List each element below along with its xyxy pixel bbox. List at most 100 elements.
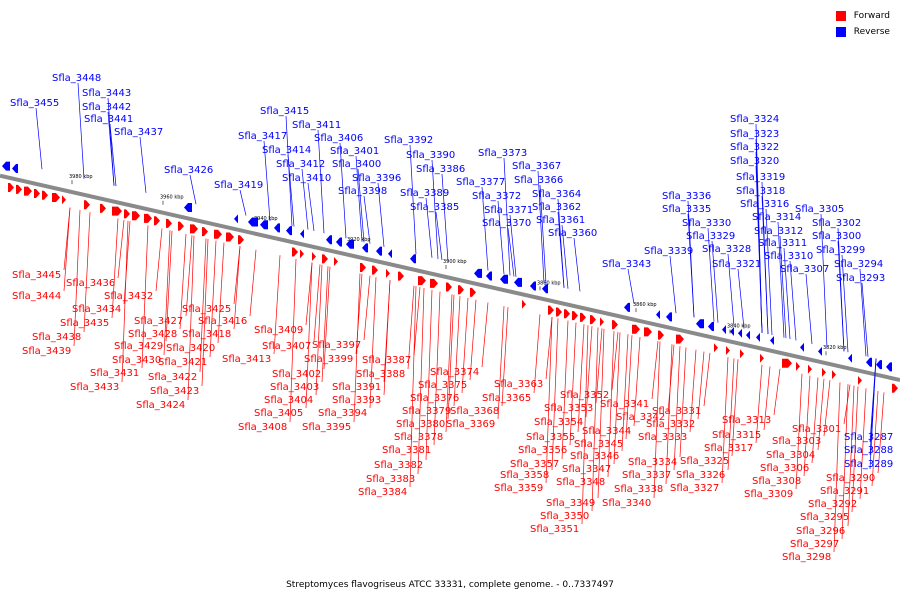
axis-tick-label: 3940 kbp: [254, 216, 278, 222]
reverse-leader-line: [777, 221, 785, 338]
gene-label: Sfla_3398: [338, 186, 387, 197]
forward-leader-line: [289, 258, 297, 423]
gene-label: Sfla_3422: [148, 372, 197, 383]
forward-leader-line: [811, 377, 819, 464]
forward-gene-arrow: [430, 278, 438, 288]
forward-leader-line: [755, 364, 763, 444]
legend-reverse-label: Reverse: [853, 27, 890, 37]
gene-label: Sfla_3303: [772, 436, 821, 447]
gene-label: Sfla_3318: [736, 186, 785, 197]
gene-label: Sfla_3365: [482, 393, 531, 404]
gene-label: Sfla_3411: [292, 120, 341, 131]
forward-leader-line: [323, 266, 331, 370]
gene-label: Sfla_3290: [826, 473, 875, 484]
reverse-leader-line: [755, 165, 763, 333]
forward-leader-line: [187, 235, 195, 401]
forward-gene-arrow: [360, 262, 366, 272]
reverse-leader-line: [431, 159, 439, 260]
forward-gene-arrow: [760, 353, 764, 363]
forward-gene-arrows: [8, 183, 898, 393]
reverse-gene-arrow: [336, 237, 342, 247]
reverse-gene-arrow: [656, 310, 660, 320]
gene-label: Sfla_3321: [712, 259, 761, 270]
forward-gene-arrow: [300, 249, 304, 259]
reverse-leader-line: [627, 268, 635, 304]
forward-leader-line: [545, 317, 553, 484]
forward-leader-line: [453, 296, 461, 407]
forward-gene-arrow: [178, 221, 184, 231]
gene-label: Sfla_3311: [758, 238, 807, 249]
reverse-gene-arrow: [624, 302, 630, 312]
gene-label: Sfla_3348: [556, 477, 605, 488]
gene-label: Sfla_3361: [536, 215, 585, 226]
forward-leader-line: [313, 264, 321, 342]
gene-label: Sfla_3363: [494, 379, 543, 390]
reverse-gene-arrow: [722, 325, 726, 335]
forward-gene-arrow: [202, 227, 208, 237]
gene-label: Sfla_3295: [800, 512, 849, 523]
forward-leader-line: [123, 221, 131, 305]
gene-label: Sfla_3437: [114, 127, 163, 138]
gene-label: Sfla_3408: [238, 422, 287, 433]
axis-ticks: 3980 kbp 3960 kbp 3940 kbp 3920 kbp 3900 kbp…: [69, 174, 847, 356]
forward-leader-line: [611, 331, 619, 391]
gene-label: Sfla_3351: [530, 524, 579, 535]
forward-leader-line: [703, 352, 711, 407]
gene-label: Sfla_3400: [332, 159, 381, 170]
forward-leader-line: [117, 219, 125, 279]
gene-label: Sfla_3333: [638, 432, 687, 443]
forward-gene-arrow: [52, 193, 60, 203]
reverse-gene-arrow: [756, 332, 760, 342]
reverse-gene-arrow: [234, 214, 238, 224]
gene-label: Sfla_3415: [260, 106, 309, 117]
gene-label: Sfla_3298: [782, 552, 831, 563]
forward-leader-line: [803, 375, 811, 477]
gene-label: Sfla_3421: [158, 357, 207, 368]
gene-label: Sfla_3386: [416, 164, 465, 175]
gene-label: Sfla_3427: [134, 316, 183, 327]
reverse-leader-line: [357, 168, 365, 243]
gene-label: Sfla_3299: [816, 245, 865, 256]
gene-label: Sfla_3293: [836, 273, 885, 284]
gene-label: Sfla_3412: [276, 159, 325, 170]
gene-label: Sfla_3294: [834, 259, 883, 270]
gene-label: Sfla_3338: [614, 484, 663, 495]
forward-leader-line: [425, 289, 433, 461]
gene-label: Sfla_3426: [164, 165, 213, 176]
forward-leader-line: [585, 326, 593, 418]
forward-gene-arrow: [154, 216, 160, 226]
forward-leader-line: [851, 386, 859, 513]
gene-label: Sfla_3374: [430, 367, 479, 378]
gene-label: Sfla_3314: [752, 212, 801, 223]
gene-label: Sfla_3392: [384, 135, 433, 146]
gene-label: Sfla_3371: [484, 205, 533, 216]
forward-gene-arrow: [214, 229, 222, 239]
forward-gene-arrow: [34, 188, 40, 198]
reverse-leader-line: [503, 157, 511, 276]
reverse-leader-line: [687, 213, 695, 318]
gene-label: Sfla_3319: [736, 172, 785, 183]
forward-leader-line: [179, 233, 187, 330]
gene-label: Sfla_3367: [512, 161, 561, 172]
reverse-gene-arrow: [696, 319, 704, 329]
forward-gene-arrow: [458, 285, 464, 295]
forward-leader-line: [679, 347, 687, 458]
forward-leader-line: [833, 382, 841, 553]
gene-label: Sfla_3418: [182, 329, 231, 340]
gene-label: Sfla_3339: [644, 246, 693, 257]
forward-gene-arrow: [714, 343, 718, 353]
forward-gene-arrow: [600, 317, 604, 327]
forward-gene-arrow: [24, 186, 32, 196]
axis-tick-label: 3920 kbp: [347, 237, 371, 243]
legend-forward: Forward: [835, 8, 890, 24]
reverse-leader-line: [287, 154, 295, 227]
reverse-gene-arrow: [486, 271, 492, 281]
gene-label: Sfla_3405: [254, 408, 303, 419]
forward-gene-arrow: [8, 183, 14, 193]
gene-label: Sfla_3340: [602, 498, 651, 509]
legend: Forward Reverse: [835, 8, 890, 40]
gene-label: Sfla_3395: [302, 422, 351, 433]
gene-label: Sfla_3444: [12, 291, 61, 302]
gene-label: Sfla_3433: [70, 382, 119, 393]
gene-label: Sfla_3335: [662, 204, 711, 215]
